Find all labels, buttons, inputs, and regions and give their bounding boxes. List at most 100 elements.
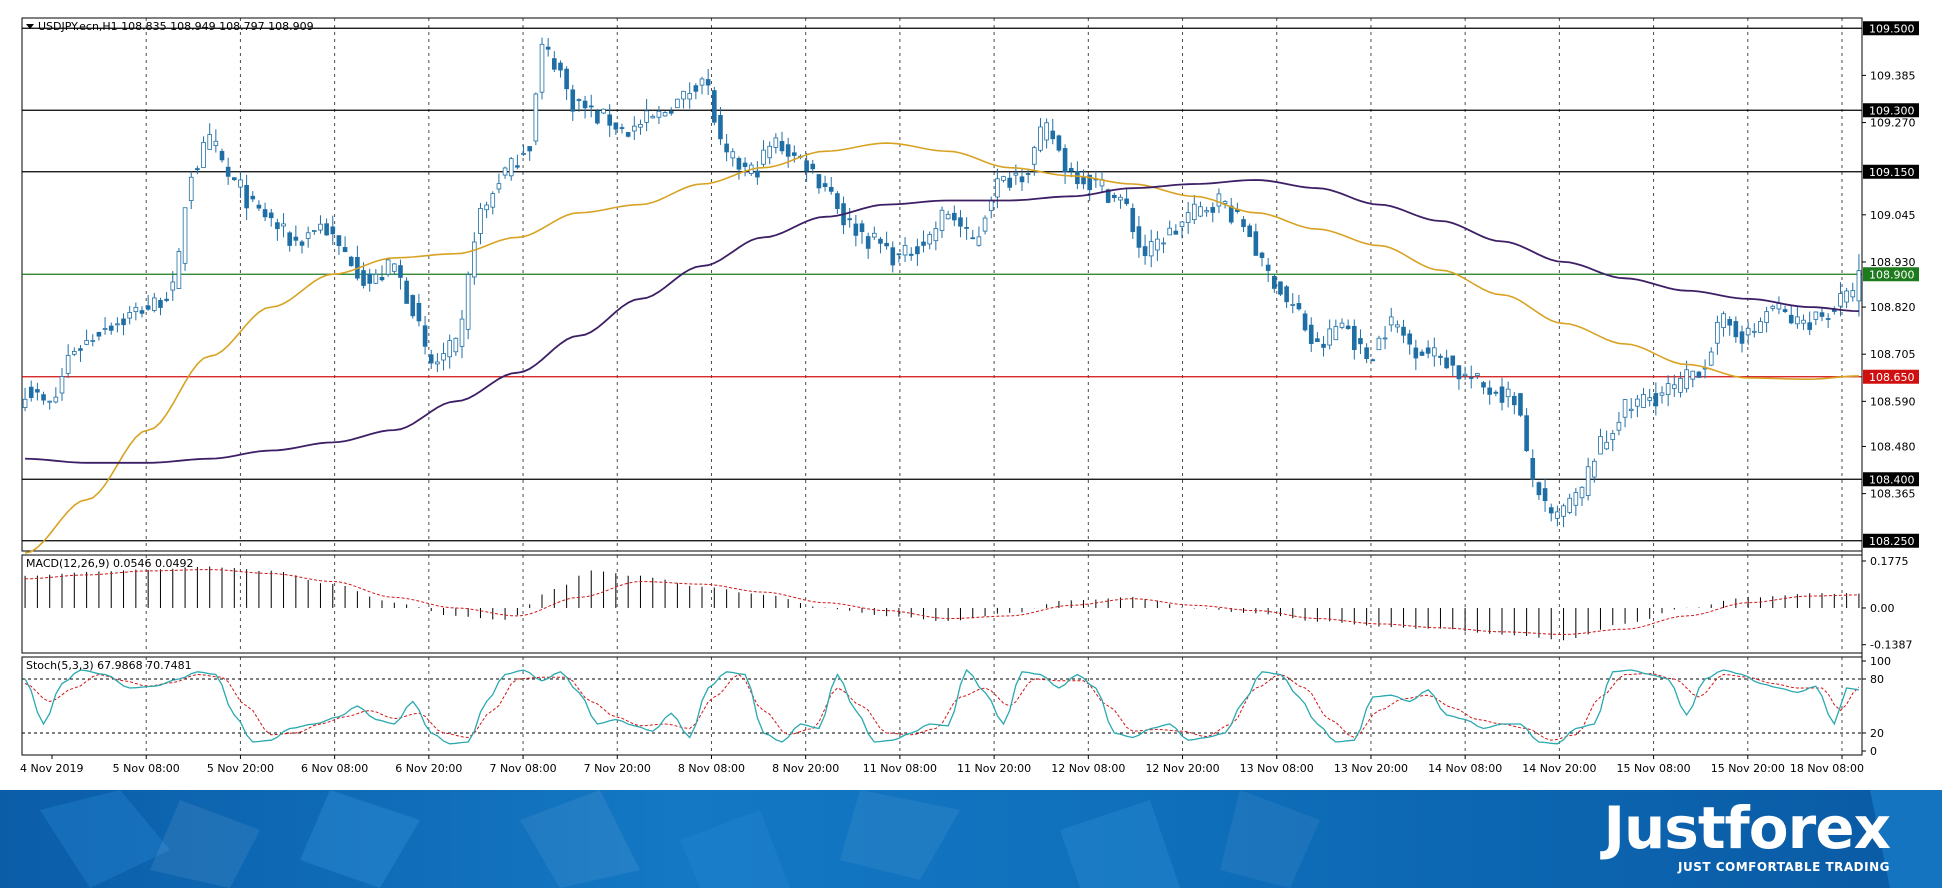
candle[interactable] xyxy=(1413,339,1419,371)
candle[interactable] xyxy=(902,237,908,262)
candle[interactable] xyxy=(490,191,496,215)
candle[interactable] xyxy=(1025,168,1031,184)
candle[interactable] xyxy=(65,344,71,378)
candle[interactable] xyxy=(22,387,28,412)
candle[interactable] xyxy=(1315,332,1320,343)
candle[interactable] xyxy=(767,141,772,165)
candle[interactable] xyxy=(231,177,237,182)
candle[interactable] xyxy=(287,231,292,252)
candle[interactable] xyxy=(1247,223,1253,238)
candle[interactable] xyxy=(195,165,200,175)
candle[interactable] xyxy=(1395,320,1400,333)
candle[interactable] xyxy=(1715,315,1720,355)
candle[interactable] xyxy=(736,156,742,180)
candle[interactable] xyxy=(558,60,563,78)
candle[interactable] xyxy=(330,215,336,245)
candle[interactable] xyxy=(219,148,225,163)
candle[interactable] xyxy=(250,191,256,203)
candle[interactable] xyxy=(1118,194,1123,209)
candle[interactable] xyxy=(1432,337,1437,367)
candle[interactable] xyxy=(810,159,816,174)
candle[interactable] xyxy=(1019,169,1025,192)
candle[interactable] xyxy=(712,86,717,126)
candle[interactable] xyxy=(1628,398,1634,419)
candle[interactable] xyxy=(164,291,169,303)
candle[interactable] xyxy=(391,262,397,275)
candle[interactable] xyxy=(1598,428,1603,455)
candle[interactable] xyxy=(1468,365,1474,389)
candle[interactable] xyxy=(1001,175,1006,183)
candle[interactable] xyxy=(133,302,139,321)
candle[interactable] xyxy=(1370,358,1376,362)
candle[interactable] xyxy=(1087,174,1093,201)
candle[interactable] xyxy=(1142,234,1148,265)
candle[interactable] xyxy=(1161,237,1166,254)
candle[interactable] xyxy=(1684,360,1689,393)
candle[interactable] xyxy=(1308,317,1314,352)
candle[interactable] xyxy=(822,175,828,192)
candle[interactable] xyxy=(367,268,372,292)
candle[interactable] xyxy=(1604,430,1609,451)
candle[interactable] xyxy=(207,123,213,150)
candle[interactable] xyxy=(1352,319,1357,360)
candle[interactable] xyxy=(1653,382,1659,416)
candle[interactable] xyxy=(1068,162,1074,178)
candle[interactable] xyxy=(465,271,471,340)
candle[interactable] xyxy=(404,277,409,304)
candle[interactable] xyxy=(213,129,219,153)
candle[interactable] xyxy=(607,104,612,138)
candle[interactable] xyxy=(139,306,145,318)
candle[interactable] xyxy=(1758,317,1763,333)
candle[interactable] xyxy=(72,347,77,357)
candle[interactable] xyxy=(158,297,163,316)
candle[interactable] xyxy=(1801,314,1806,331)
stoch-main-line[interactable] xyxy=(24,668,1859,745)
candle[interactable] xyxy=(1112,192,1117,203)
candle[interactable] xyxy=(613,122,619,135)
candle[interactable] xyxy=(422,315,428,355)
candle[interactable] xyxy=(1456,365,1462,390)
candle[interactable] xyxy=(508,157,514,181)
candle[interactable] xyxy=(884,231,889,250)
candle[interactable] xyxy=(342,236,348,253)
candle[interactable] xyxy=(176,248,182,289)
candle[interactable] xyxy=(1148,229,1154,268)
candle[interactable] xyxy=(570,84,576,121)
candle[interactable] xyxy=(1708,347,1714,366)
candle[interactable] xyxy=(1616,412,1622,436)
candle[interactable] xyxy=(995,168,1000,209)
candle[interactable] xyxy=(835,191,840,214)
candle[interactable] xyxy=(182,207,188,271)
candle[interactable] xyxy=(1259,251,1265,267)
candle[interactable] xyxy=(1665,375,1671,407)
candle[interactable] xyxy=(244,174,249,221)
candle[interactable] xyxy=(1044,118,1049,149)
candle[interactable] xyxy=(1672,374,1677,397)
candle[interactable] xyxy=(478,202,483,245)
candle[interactable] xyxy=(976,226,982,247)
candle[interactable] xyxy=(1567,493,1573,515)
candle[interactable] xyxy=(1382,326,1388,350)
candle[interactable] xyxy=(718,107,723,145)
candle[interactable] xyxy=(1450,355,1456,377)
candle[interactable] xyxy=(773,133,779,154)
candle[interactable] xyxy=(1167,220,1173,236)
candle[interactable] xyxy=(385,258,391,277)
candle[interactable] xyxy=(225,157,231,185)
candle[interactable] xyxy=(1185,201,1191,234)
candle[interactable] xyxy=(539,37,545,100)
candle[interactable] xyxy=(1253,223,1259,256)
candle[interactable] xyxy=(890,241,896,273)
candle[interactable] xyxy=(108,322,114,335)
candle[interactable] xyxy=(84,329,89,346)
candle[interactable] xyxy=(1807,311,1813,336)
candle[interactable] xyxy=(1764,306,1769,333)
candle[interactable] xyxy=(1376,335,1382,351)
candle[interactable] xyxy=(595,108,600,125)
candle[interactable] xyxy=(939,206,945,239)
candle[interactable] xyxy=(1561,503,1566,528)
candle[interactable] xyxy=(1782,305,1788,314)
candle[interactable] xyxy=(644,99,649,132)
candle[interactable] xyxy=(188,171,194,210)
candle[interactable] xyxy=(1795,305,1800,329)
